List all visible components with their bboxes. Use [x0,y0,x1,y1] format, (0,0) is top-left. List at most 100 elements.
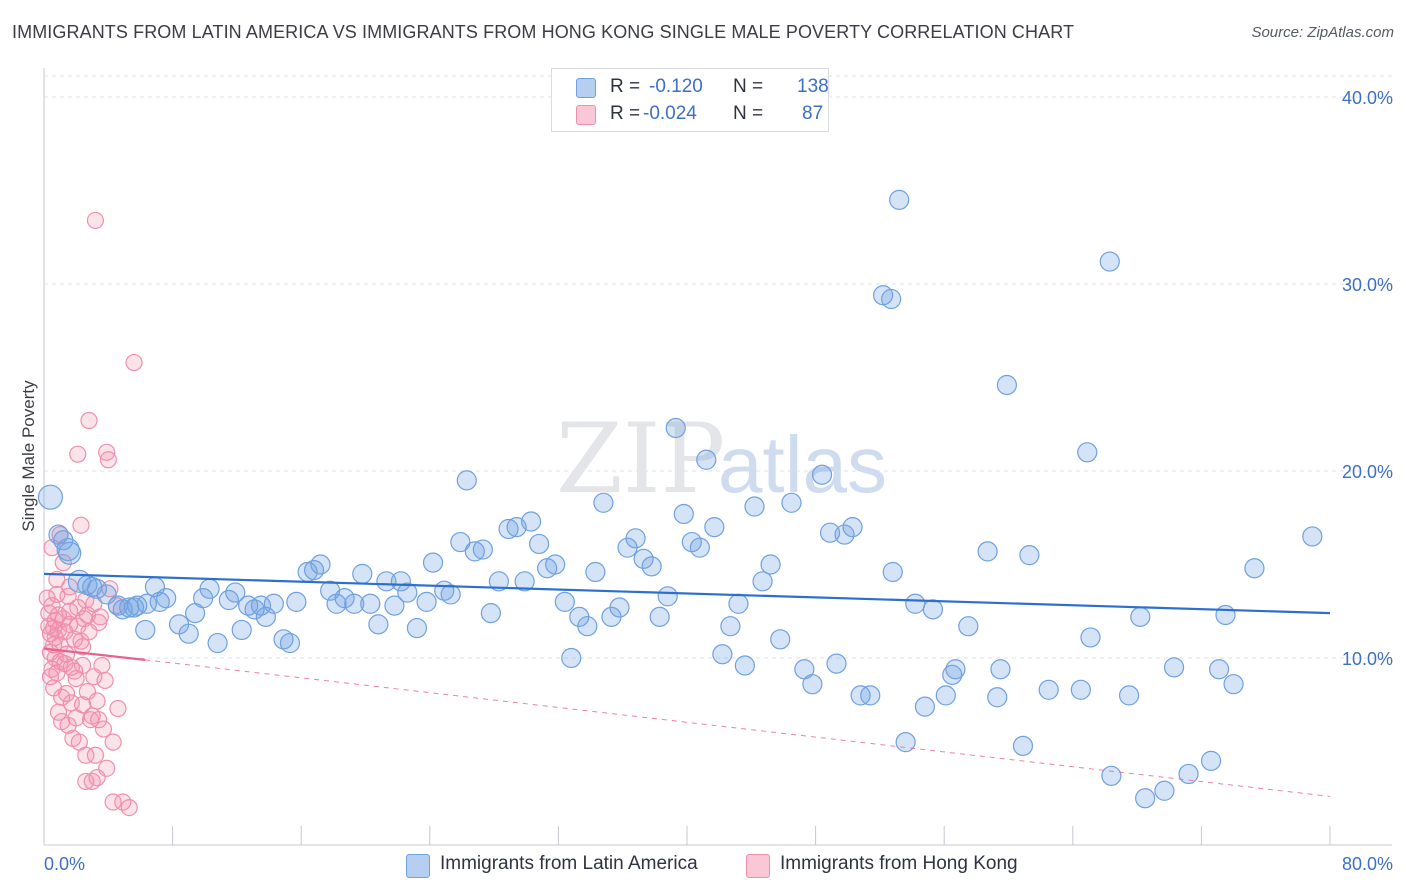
latin-america-point [1012,735,1034,756]
latin-america-point [263,593,284,614]
latin-america-point [585,561,606,583]
latin-america-point [1070,679,1091,700]
hong-kong-point [99,451,117,469]
latin-america-point [990,659,1011,680]
y-tick-labels: 10.0% 20.0% 30.0% 40.0% [1342,88,1393,669]
latin-america-point [922,599,944,620]
latin-america-swatch-icon [406,854,430,878]
latin-america-point [665,417,686,439]
latin-america-point [231,619,252,641]
latin-america-point [1302,526,1323,547]
hong-kong-point [90,613,108,632]
latin-america-point [593,492,614,513]
hong-kong-swatch-icon [576,105,596,125]
latin-america-point [286,591,307,613]
hong-kong-point [94,720,113,738]
latin-america-point [397,582,418,603]
hong-kong-point [49,703,68,721]
latin-america-point [834,524,855,545]
latin-america-point [649,606,670,627]
bottom-legend-label: Immigrants from Latin America [440,853,698,874]
latin-america-point [641,556,662,577]
latin-america-point [520,511,542,532]
trend-lines [43,572,1331,797]
latin-america-point [56,537,80,562]
hong-kong-points [38,211,143,817]
latin-america-point [760,554,781,575]
latin-america-point [1101,765,1122,786]
latin-america-point [225,582,246,603]
latin-america-point [609,597,630,618]
latin-america-point [996,374,1017,396]
legend-n-label: N = [733,103,764,124]
legend-n-value: 138 [797,76,829,97]
latin-america-point [734,655,755,676]
latin-america-point [156,588,177,609]
latin-america-point [514,571,535,592]
latin-america-point [1223,674,1244,695]
x-tick-labels: 0.0% 80.0% [44,854,1393,874]
latin-america-point [1200,750,1222,771]
latin-america-point [720,616,741,637]
latin-america-point [942,664,963,685]
latin-america-point [422,552,444,573]
latin-america-point [881,288,902,310]
latin-america-point [456,470,477,491]
latin-america-point [1178,763,1199,785]
correlation-legend: R = -0.120 N = 138 R = -0.024 N = 87 [551,68,829,132]
bottom-legend-label: Immigrants from Hong Kong [780,853,1018,874]
latin-america-point [554,591,575,613]
latin-america-point [802,674,823,695]
latin-america-point [178,623,199,644]
latin-america-point [303,560,325,581]
latin-america-point [704,516,725,538]
latin-america-point [1038,679,1059,700]
y-tick-label: 40.0% [1342,88,1393,108]
latin-america-point [416,591,437,613]
latin-america-point [1154,780,1175,801]
watermark: ZIP atlas [556,403,887,515]
latin-america-point [712,644,733,665]
latin-america-point [406,617,428,639]
latin-america-point [811,464,833,485]
hong-kong-point [61,602,79,620]
latin-america-point [860,685,881,706]
latin-america-point [136,593,157,614]
latin-america-point [914,696,936,717]
latin-america-point [1130,606,1151,627]
latin-america-point [1208,659,1230,680]
hong-kong-point [41,668,60,686]
latin-america-point [368,614,389,635]
latin-america-point [334,588,355,609]
latin-america-point [895,732,916,753]
latin-america-point [384,595,405,616]
x-tick-label: 0.0% [44,854,85,874]
latin-america-point [344,593,365,614]
hong-kong-point [109,699,127,718]
latin-america-point [781,492,802,513]
latin-america-point [135,619,156,641]
latin-america-point [250,595,272,616]
hong-kong-point [104,733,122,751]
hong-kong-point [65,662,84,680]
latin-america-point [958,616,979,637]
latin-america-point [561,647,582,669]
latin-america-point [673,503,694,525]
latin-america-point [625,528,646,549]
latin-america-point [244,599,265,620]
latin-america-point [199,578,220,599]
latin-america-point [472,539,493,560]
y-axis-label: Single Male Poverty [19,380,38,532]
latin-america-point [889,189,910,210]
chart-title: IMMIGRANTS FROM LATIN AMERICA VS IMMIGRA… [12,22,1075,42]
latin-america-point [37,484,64,510]
latin-america-point [149,591,170,613]
hong-kong-point [96,671,114,690]
hong-kong-trend-extension [145,659,1331,797]
latin-america-point [752,571,773,592]
latin-america-point [882,561,903,583]
hong-kong-point [88,692,106,710]
latin-america-point [1215,604,1236,626]
hong-kong-point [86,211,105,230]
